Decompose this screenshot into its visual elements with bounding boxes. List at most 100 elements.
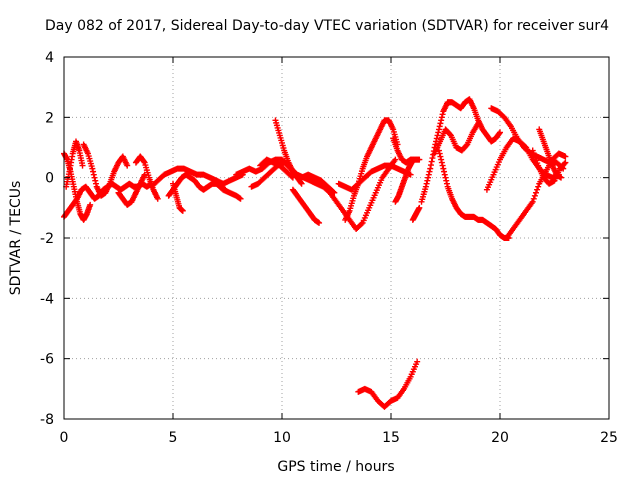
series-arc-q	[342, 117, 401, 223]
data-point	[316, 219, 323, 226]
data-point	[408, 159, 415, 166]
data-point	[427, 162, 434, 169]
x-tick-label: 25	[600, 430, 618, 446]
data-point	[475, 120, 482, 127]
axis-ticks: 0 5 10 15 20 25 -8 -6 -4 -2 0 2 4	[40, 50, 618, 446]
series-arc-j	[213, 180, 244, 202]
series-arc-u	[355, 358, 421, 410]
data-point	[434, 132, 441, 139]
series-arc-i	[170, 180, 186, 214]
data-point	[463, 142, 470, 149]
data-point	[562, 159, 569, 166]
data-point	[442, 174, 449, 181]
data-point	[437, 153, 444, 160]
data-point	[140, 158, 147, 165]
y-tick-label: 4	[45, 50, 54, 66]
data-point	[435, 147, 442, 154]
series-arc-o	[257, 156, 296, 181]
data-point	[79, 162, 86, 169]
data-point	[432, 141, 439, 148]
data-point	[92, 177, 99, 184]
data-point	[531, 192, 538, 199]
data-point	[179, 207, 186, 214]
series-arc-g	[148, 165, 246, 190]
data-point	[561, 160, 568, 167]
data-point	[439, 111, 446, 118]
data-point	[392, 156, 399, 163]
y-tick-label: 0	[45, 171, 54, 187]
data-point	[447, 131, 454, 138]
data-point	[92, 180, 99, 187]
series-arc-n	[289, 186, 323, 226]
series-arc-t	[409, 204, 423, 223]
y-tick-label: -4	[40, 291, 54, 307]
data-point	[237, 195, 244, 202]
data-point	[534, 186, 541, 193]
x-tick-label: 0	[60, 430, 69, 446]
data-point	[437, 120, 444, 127]
data-point	[298, 180, 305, 187]
data-point	[358, 220, 365, 227]
data-point	[438, 159, 445, 166]
data-point	[90, 168, 97, 175]
data-point	[440, 165, 447, 172]
data-point	[416, 204, 423, 211]
data-point	[427, 165, 434, 172]
data-point	[497, 129, 503, 136]
x-tick-label: 20	[491, 430, 509, 446]
data-point	[89, 165, 96, 172]
data-point	[288, 173, 295, 180]
data-point	[289, 174, 296, 181]
y-axis-label: SDTVAR / TECUs	[8, 181, 24, 296]
data-points	[61, 96, 569, 410]
series-arc-s	[392, 159, 415, 205]
data-point	[441, 171, 448, 178]
x-axis-label: GPS time / hours	[277, 459, 394, 475]
data-point	[443, 177, 450, 184]
data-point	[436, 150, 443, 157]
data-point	[425, 174, 432, 181]
data-point	[438, 114, 445, 121]
data-point	[425, 171, 432, 178]
y-tick-label: -2	[40, 231, 54, 247]
data-point	[435, 129, 442, 136]
data-point	[154, 195, 161, 202]
y-tick-label: -8	[40, 412, 54, 428]
y-tick-label: 2	[45, 110, 54, 126]
data-point	[426, 168, 433, 175]
chart-title: Day 082 of 2017, Sidereal Day-to-day VTE…	[45, 18, 609, 34]
series-arc-e	[115, 171, 148, 208]
x-tick-label: 15	[382, 430, 400, 446]
data-point	[439, 162, 446, 169]
series-arc-w	[431, 120, 482, 157]
data-point	[443, 180, 450, 187]
series-arc-v	[418, 96, 503, 205]
data-point	[428, 158, 435, 165]
data-point	[438, 117, 445, 124]
series-arc-ab	[529, 147, 569, 187]
data-point	[496, 130, 503, 137]
data-point	[532, 189, 539, 196]
data-point	[433, 135, 440, 142]
series-arc-c	[63, 138, 86, 190]
data-point	[558, 174, 565, 181]
data-point	[422, 183, 429, 190]
series-arc-d	[80, 141, 131, 199]
data-point	[535, 183, 542, 190]
x-tick-label: 10	[273, 430, 291, 446]
data-point	[522, 143, 529, 150]
data-point	[90, 171, 97, 178]
data-point	[530, 195, 537, 202]
data-point	[435, 126, 442, 133]
data-point	[423, 180, 430, 187]
data-point	[429, 155, 436, 162]
data-point	[91, 174, 98, 181]
data-point	[424, 177, 431, 184]
data-point	[414, 358, 421, 365]
data-point	[436, 123, 443, 130]
data-point	[562, 153, 569, 160]
data-point	[124, 162, 131, 169]
data-point	[529, 198, 536, 205]
series-arc-x	[435, 147, 512, 241]
data-point	[416, 156, 423, 163]
